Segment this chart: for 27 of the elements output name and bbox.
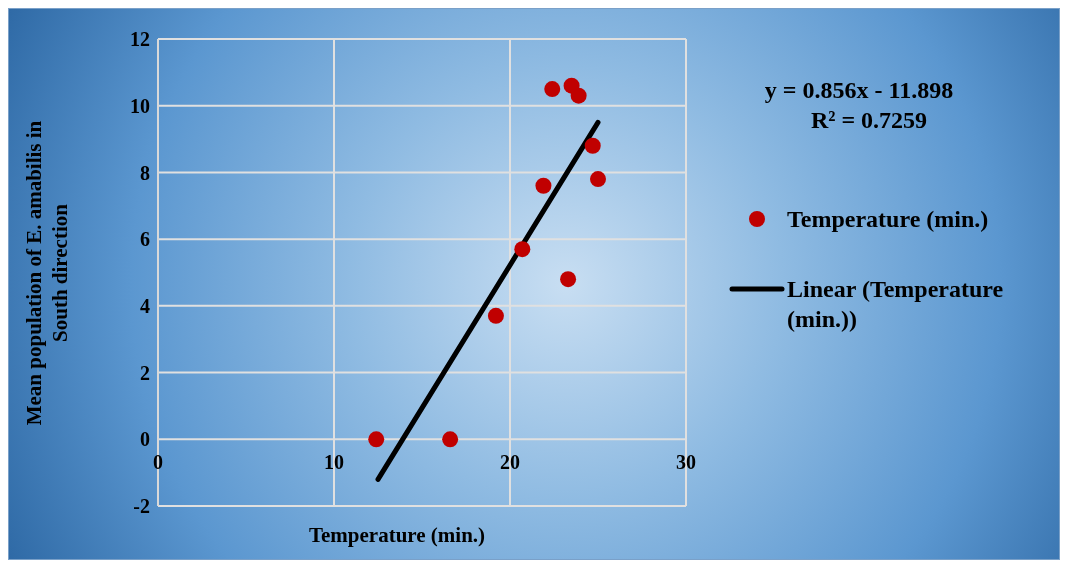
point [584, 137, 601, 154]
y-tick-label: 6 [140, 228, 150, 251]
y-tick-label: 8 [140, 161, 150, 184]
point [590, 171, 606, 188]
point [514, 241, 531, 258]
y-tick-label: 12 [130, 28, 150, 51]
point [560, 271, 577, 288]
point [544, 81, 561, 98]
x-tick-label: 10 [324, 451, 344, 474]
y-tick-label: 10 [130, 94, 150, 117]
point [487, 307, 504, 324]
point [368, 431, 385, 448]
x-axis-title: Temperature (min.) [307, 523, 487, 548]
legend-label: Linear (Temperature (min.)) [787, 275, 1005, 334]
x-tick-label: 20 [500, 451, 520, 474]
text: y = 0.856x - 11.898 [763, 76, 955, 105]
point [442, 431, 459, 448]
point [570, 87, 587, 104]
text: R² = 0.7259 [809, 106, 929, 135]
y-axis-title: Mean population of E. amabilis in South direction [21, 119, 73, 427]
y-tick-label: 2 [140, 361, 150, 384]
point [535, 177, 552, 194]
legend-label: Temperature (min.) [787, 205, 990, 234]
y-tick-label: 4 [140, 294, 150, 317]
y-tick-label: 0 [140, 428, 150, 451]
y-tick-label: -2 [133, 495, 150, 518]
x-tick-label: 30 [676, 451, 696, 474]
